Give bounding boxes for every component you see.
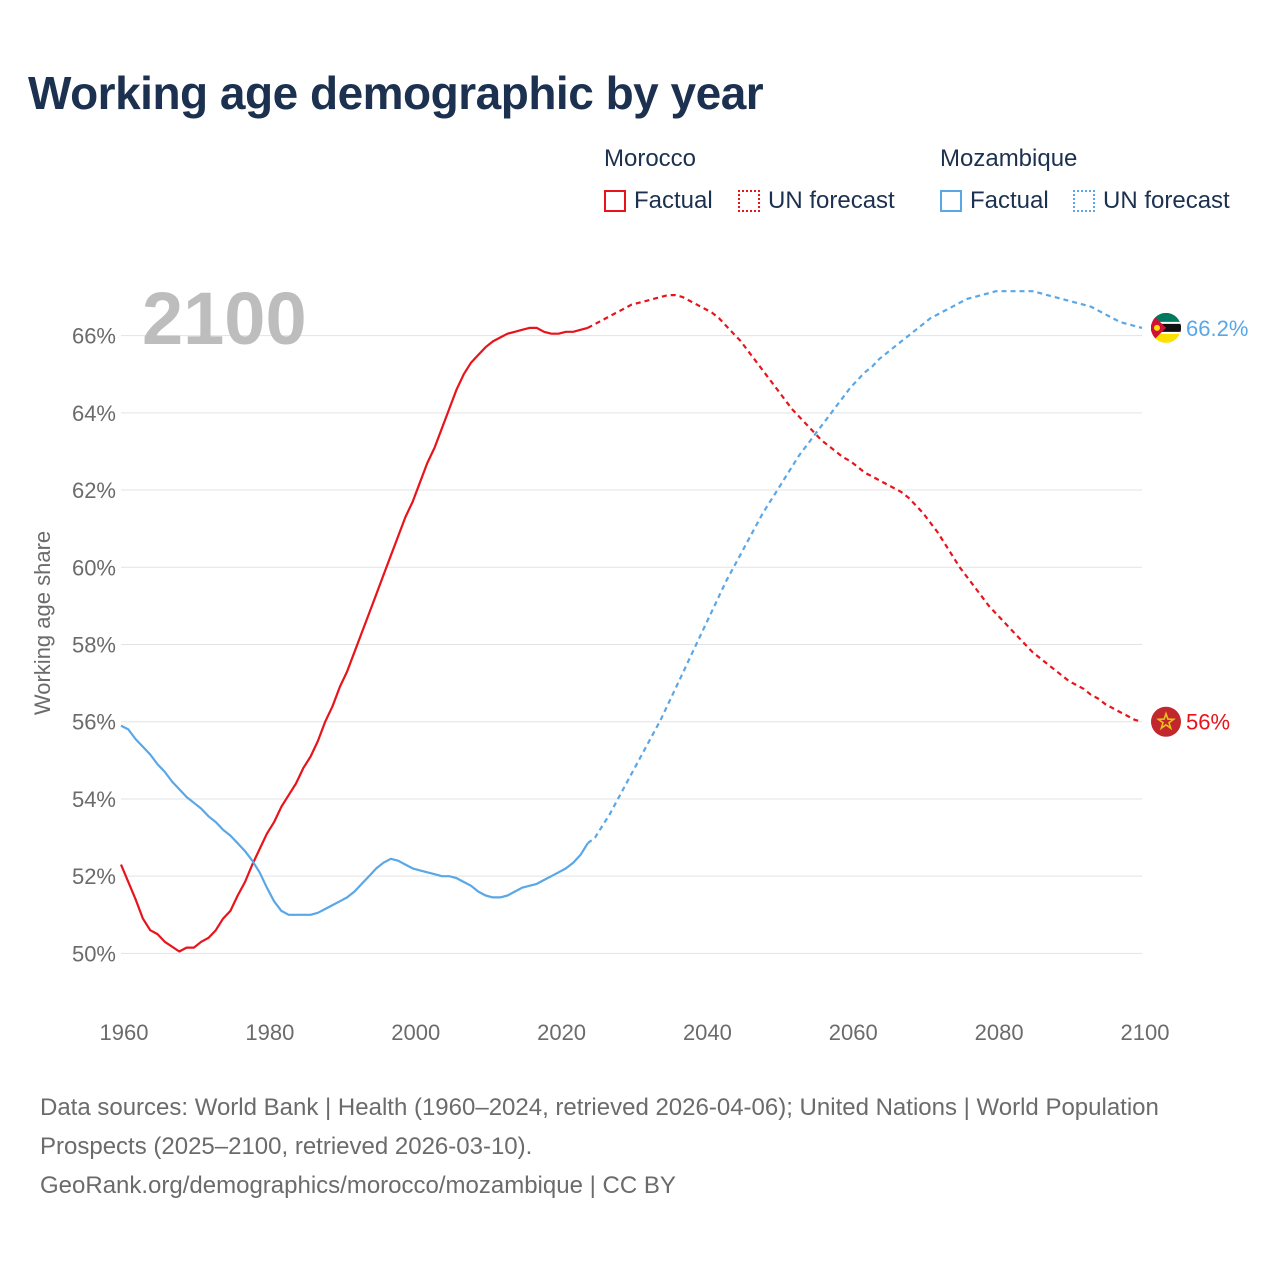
source-link[interactable]: GeoRank.org/demographics/morocco/mozambi… xyxy=(40,1172,676,1199)
legend-swatch-solid xyxy=(604,190,626,212)
y-tick-label: 66% xyxy=(72,324,116,349)
line-chart: 50% 52% 54% 56% 58% 60% 62% 64% 66% 1960 1980 2000… xyxy=(30,277,1248,1045)
footer: Data sources: World Bank | Health (1960–… xyxy=(40,1088,1230,1205)
legend-morocco-factual[interactable]: Factual xyxy=(604,187,713,215)
y-tick-label: 52% xyxy=(72,864,116,889)
mozambique-end-value-label: 66.2% xyxy=(1186,316,1248,341)
legend-group-morocco: Morocco xyxy=(604,145,697,172)
legend-label: Factual xyxy=(970,187,1049,214)
y-tick-label: 50% xyxy=(72,941,116,966)
x-tick-label: 2020 xyxy=(537,1020,586,1045)
gridlines xyxy=(121,335,1142,954)
x-tick-label: 1960 xyxy=(100,1020,149,1045)
y-tick-label: 58% xyxy=(72,633,116,658)
legend-swatch-solid xyxy=(940,190,962,212)
series-lines xyxy=(119,290,1143,953)
legend-mozambique-forecast[interactable]: UN forecast xyxy=(1073,187,1230,215)
mozambique-factual-line[interactable] xyxy=(120,724,589,916)
morocco-forecast-line[interactable] xyxy=(587,294,1143,723)
y-tick-label: 60% xyxy=(72,555,116,580)
y-tick-label: 62% xyxy=(72,478,116,503)
mozambique-flag xyxy=(1151,312,1181,343)
y-tick-labels: 50% 52% 54% 56% 58% 60% 62% 64% 66% xyxy=(72,324,116,967)
mozambique-forecast-line[interactable] xyxy=(587,290,1143,845)
y-tick-label: 56% xyxy=(72,710,116,735)
x-tick-label: 2000 xyxy=(391,1020,440,1045)
morocco-flag xyxy=(1151,706,1181,737)
y-tick-label: 54% xyxy=(72,787,116,812)
y-tick-label: 64% xyxy=(72,401,116,426)
legend-group-mozambique: Mozambique xyxy=(940,145,1078,172)
current-year-label: 2100 xyxy=(142,277,307,360)
legend-swatch-dotted xyxy=(1073,190,1095,212)
y-axis-title: Working age share xyxy=(30,531,55,715)
x-tick-label: 1980 xyxy=(245,1020,294,1045)
x-tick-label: 2060 xyxy=(829,1020,878,1045)
legend-mozambique-factual[interactable]: Factual xyxy=(940,187,1049,215)
end-markers: 56% 66.2% xyxy=(1151,312,1248,737)
legend-morocco-forecast[interactable]: UN forecast xyxy=(738,187,895,215)
x-tick-labels: 1960 1980 2000 2020 2040 2060 2080 2100 xyxy=(100,1020,1170,1045)
x-tick-label: 2100 xyxy=(1121,1020,1170,1045)
morocco-end-value-label: 56% xyxy=(1186,710,1230,735)
x-tick-label: 2080 xyxy=(975,1020,1024,1045)
legend-label: Factual xyxy=(634,187,713,214)
legend-swatch-dotted xyxy=(738,190,760,212)
data-sources: Data sources: World Bank | Health (1960–… xyxy=(40,1094,1159,1160)
morocco-factual-line[interactable] xyxy=(119,326,588,953)
legend-label: UN forecast xyxy=(1103,187,1230,214)
chart-title: Working age demographic by year xyxy=(28,67,764,119)
legend-label: UN forecast xyxy=(768,187,895,214)
x-tick-label: 2040 xyxy=(683,1020,732,1045)
